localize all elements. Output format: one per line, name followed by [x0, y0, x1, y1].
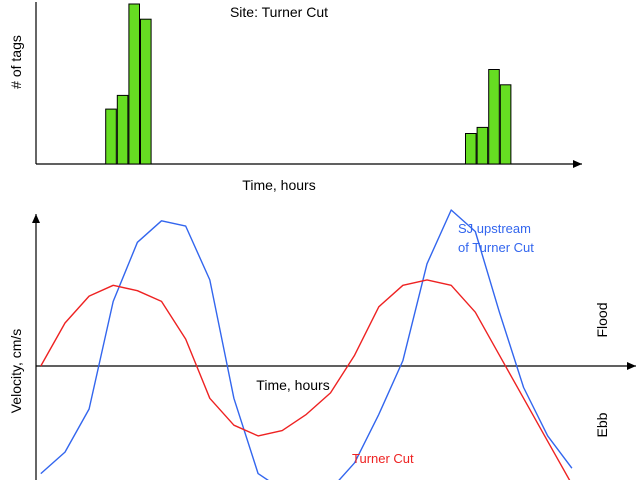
tags-bars — [105, 3, 512, 165]
velocity-x-label: Time, hours — [256, 377, 329, 393]
ebb-label: Ebb — [594, 412, 610, 437]
tags-x-label: Time, hours — [242, 177, 315, 193]
tag-bar — [465, 133, 477, 165]
tag-bar — [116, 94, 129, 165]
legend-turner-cut: Turner Cut — [352, 451, 414, 466]
flood-label: Flood — [594, 302, 610, 337]
legend-sj-upstream-line1: SJ upstream — [458, 221, 531, 236]
tag-bar — [499, 84, 512, 165]
sj-upstream-velocity-line — [40, 209, 573, 480]
tags-y-label: # of tags — [8, 35, 24, 89]
tags-chart: Site: Turner Cut Time, hours # of tags — [8, 2, 582, 193]
tags-title: Site: Turner Cut — [230, 4, 328, 20]
velocity-chart: Time, hours Velocity, cm/s SJ upstream o… — [8, 209, 636, 480]
tag-bar — [105, 108, 117, 165]
tag-bar — [140, 18, 152, 165]
velocity-y-label: Velocity, cm/s — [8, 329, 24, 414]
tag-bar — [488, 69, 500, 165]
velocity-lines — [40, 209, 573, 480]
legend-sj-upstream-line2: of Turner Cut — [458, 240, 534, 255]
tag-bar — [128, 3, 140, 165]
tag-bar — [476, 126, 489, 165]
turner-cut-velocity-line — [40, 279, 571, 480]
